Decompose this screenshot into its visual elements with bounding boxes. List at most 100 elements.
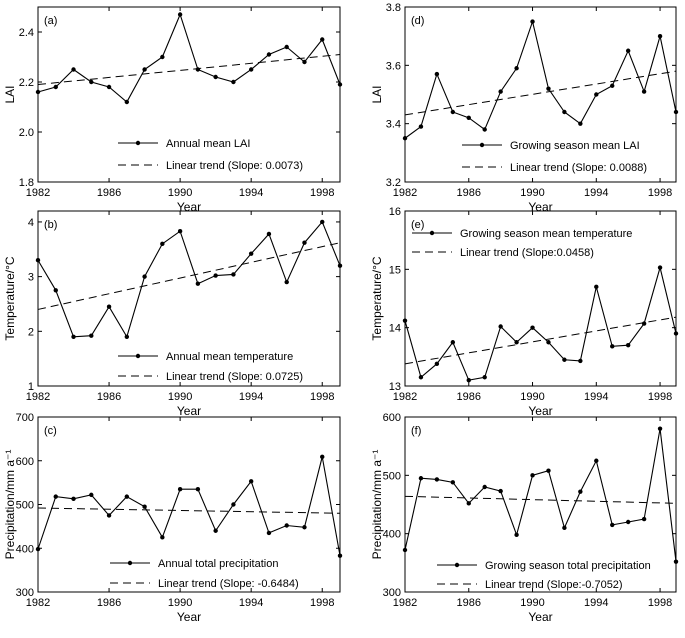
x-tick-label: 1982 — [26, 391, 50, 403]
data-point — [160, 54, 165, 60]
y-tick-label: 400 — [16, 543, 34, 555]
legend-series-marker — [479, 142, 485, 148]
data-point — [434, 361, 440, 367]
data-point — [213, 74, 218, 80]
data-point — [124, 494, 130, 499]
series-line — [404, 19, 677, 139]
data-point — [195, 67, 201, 72]
data-point — [195, 281, 201, 286]
data-point — [482, 484, 487, 490]
data-point — [35, 89, 41, 95]
y-tick-label: 600 — [383, 412, 401, 424]
legend: Annual mean LAI Linear trend (Slope: 0.00… — [118, 138, 303, 172]
data-point — [514, 532, 519, 538]
x-tick-label: 1990 — [168, 391, 192, 403]
data-point — [625, 342, 631, 348]
data-point — [514, 340, 519, 345]
data-point — [578, 121, 583, 126]
legend-series-label: Growing season mean LAI — [510, 140, 640, 152]
y-tick-label: 13 — [389, 381, 401, 393]
data-point — [177, 486, 183, 492]
data-point — [546, 468, 551, 473]
data-point — [89, 492, 94, 498]
y-tick-label: 3.8 — [386, 2, 401, 14]
y-axis-label: LAI — [3, 85, 17, 103]
legend-series-label: Growing season total precipitation — [485, 560, 651, 572]
legend-series-label: Annual mean temperature — [166, 351, 293, 363]
chart-panel-f: 1982 1986 1990 1994 1998 300 400 500 600 Year Prec… — [370, 412, 679, 624]
y-tick-label: 3.2 — [386, 177, 401, 189]
data-point — [231, 272, 236, 277]
plot-frame — [404, 6, 677, 183]
data-point — [248, 251, 254, 256]
chart-panel-c: 1982 1986 1990 1994 1998 300 400 500 600 700 Year P… — [3, 412, 343, 624]
chart-panel-b: 1982 1986 1990 1994 1998 1 2 3 4 Year Temperature/… — [3, 210, 343, 418]
chart-panel-d: 1982 1986 1990 1994 1998 3.2 3.4 3.6 3.8 Year LAI (… — [370, 2, 679, 214]
data-point — [594, 92, 599, 97]
data-point — [434, 71, 440, 77]
data-point — [142, 504, 147, 509]
legend-series-marker — [135, 353, 141, 359]
data-point — [450, 109, 456, 115]
y-axis-label: Temperature/°C — [3, 256, 17, 340]
x-tick-label: 1998 — [648, 187, 672, 199]
x-tick-label: 1990 — [168, 597, 192, 609]
panel-label: (d) — [411, 15, 424, 27]
data-point — [160, 241, 165, 247]
series-line — [37, 456, 341, 556]
data-point — [594, 458, 599, 463]
data-point — [302, 525, 307, 530]
legend-series-marker — [135, 140, 141, 146]
data-point — [657, 426, 663, 431]
x-tick-label: 1998 — [310, 187, 334, 199]
data-point — [160, 535, 165, 540]
x-tick-label: 1998 — [310, 391, 334, 403]
data-point — [498, 488, 503, 494]
data-point — [124, 99, 130, 105]
y-tick-label: 300 — [383, 587, 401, 599]
data-point — [466, 501, 471, 506]
data-point — [641, 516, 647, 522]
y-tick-label: 2.4 — [19, 27, 34, 39]
x-axis-label: Year — [528, 610, 552, 624]
data-point — [106, 513, 112, 518]
data-point — [610, 83, 615, 88]
chart-panel-a: 1982 1986 1990 1994 19981.82.02.22.4YearLAI(… — [3, 6, 343, 214]
data-point — [641, 321, 647, 326]
data-point — [402, 547, 408, 553]
y-tick-label: 300 — [16, 587, 34, 599]
data-point — [320, 37, 325, 42]
x-tick-label: 1982 — [393, 391, 417, 403]
legend-trend-label: Linear trend (Slope: 0.0725) — [166, 371, 303, 383]
data-point — [418, 476, 424, 481]
data-point — [71, 67, 76, 72]
trend-line — [37, 507, 341, 514]
data-point — [466, 115, 471, 121]
data-point — [402, 136, 408, 141]
panel-label: (e) — [411, 219, 424, 231]
legend-trend-label: Linear trend (Slope: 0.0073) — [166, 160, 303, 172]
y-axis-label: Precipitation/mm a⁻¹ — [370, 450, 384, 560]
y-tick-label: 16 — [389, 206, 401, 218]
data-point — [546, 86, 551, 91]
data-point — [434, 477, 440, 482]
x-tick-label: 1998 — [648, 391, 672, 403]
data-point — [71, 334, 76, 339]
data-point — [418, 375, 424, 380]
data-point — [546, 340, 551, 345]
x-tick-label: 1994 — [239, 187, 263, 199]
y-tick-label: 400 — [383, 529, 401, 541]
data-point — [231, 502, 236, 507]
x-tick-label: 1982 — [393, 187, 417, 199]
series-line — [404, 428, 677, 562]
data-point — [35, 546, 41, 552]
data-point — [53, 288, 58, 293]
data-point — [562, 525, 567, 531]
panel-label: (c) — [44, 425, 57, 437]
data-point — [641, 89, 647, 94]
data-point — [482, 375, 487, 380]
x-tick-label: 1994 — [584, 187, 608, 199]
y-tick-label: 3.4 — [386, 119, 401, 131]
data-point — [213, 273, 218, 278]
data-point — [142, 274, 147, 279]
